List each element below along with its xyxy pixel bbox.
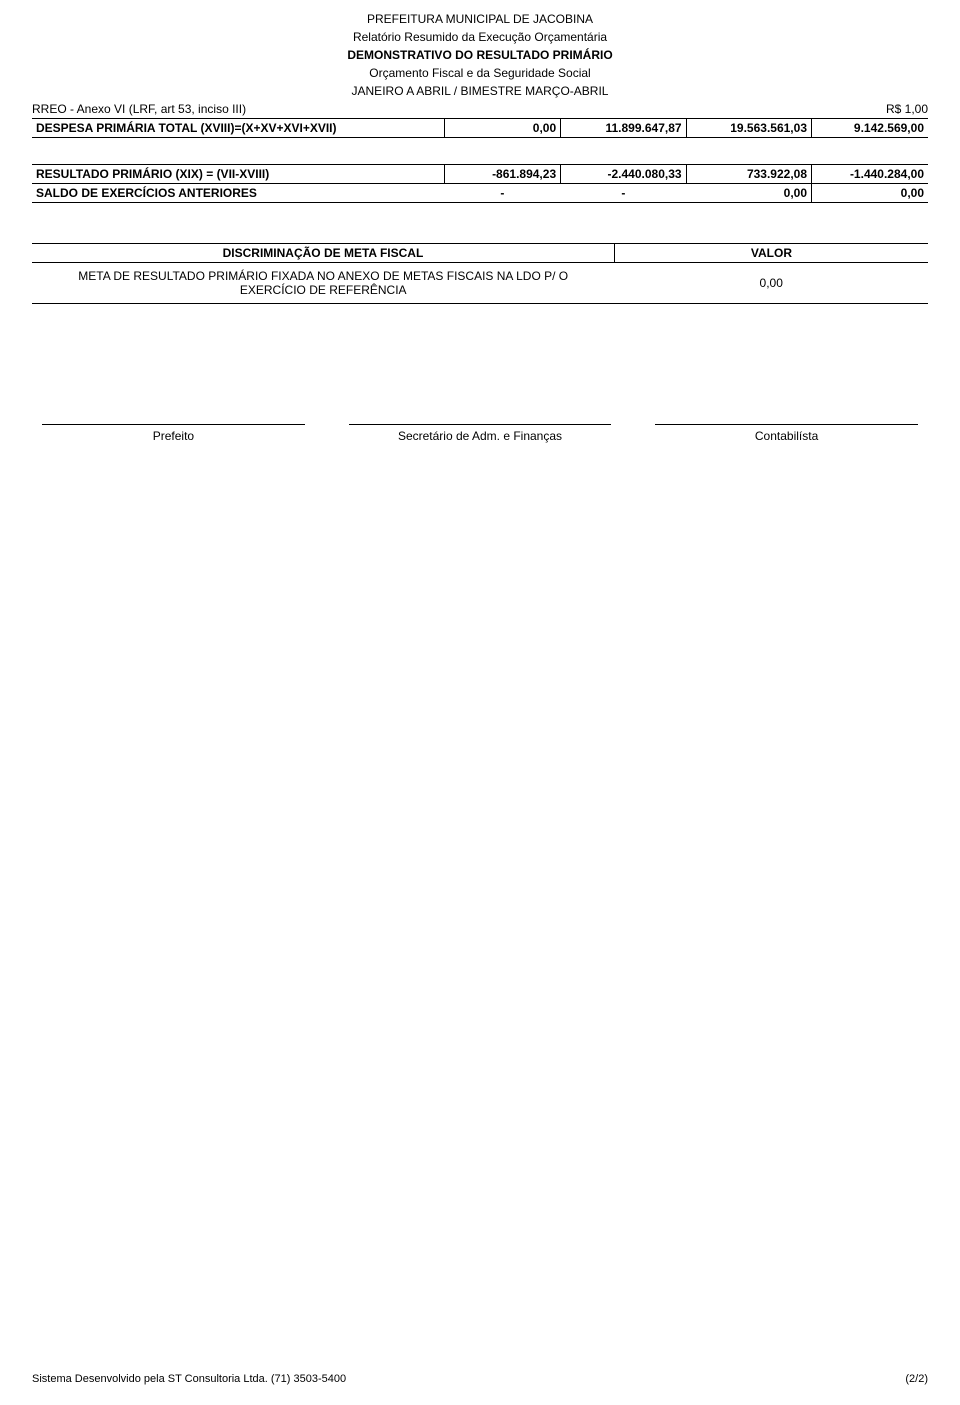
report-header: PREFEITURA MUNICIPAL DE JACOBINA Relatór… [32, 10, 928, 100]
header-title: DEMONSTRATIVO DO RESULTADO PRIMÁRIO [32, 46, 928, 64]
resultado-label: RESULTADO PRIMÁRIO (XIX) = (VII-XVIII) [32, 165, 444, 184]
resultado-table: RESULTADO PRIMÁRIO (XIX) = (VII-XVIII) -… [32, 164, 928, 203]
resultado-v1: -861.894,23 [444, 165, 560, 184]
signature-prefeito: Prefeito [42, 424, 305, 443]
meta-table: DISCRIMINAÇÃO DE META FISCAL VALOR META … [32, 243, 928, 304]
resultado-v3: 733.922,08 [686, 165, 811, 184]
subheader-right: R$ 1,00 [886, 102, 928, 116]
signature-row: Prefeito Secretário de Adm. e Finanças C… [32, 424, 928, 443]
signature-secretario: Secretário de Adm. e Finanças [349, 424, 612, 443]
despesa-label: DESPESA PRIMÁRIA TOTAL (XVIII)=(X+XV+XVI… [32, 119, 444, 138]
saldo-v1: - [444, 184, 560, 203]
subheader-row: RREO - Anexo VI (LRF, art 53, inciso III… [32, 102, 928, 119]
header-budget: Orçamento Fiscal e da Seguridade Social [32, 64, 928, 82]
saldo-v4: 0,00 [812, 184, 929, 203]
meta-header-label: DISCRIMINAÇÃO DE META FISCAL [32, 244, 614, 263]
despesa-v1: 0,00 [444, 119, 560, 138]
page-footer: Sistema Desenvolvido pela ST Consultoria… [32, 1373, 928, 1385]
resultado-v4: -1.440.284,00 [812, 165, 929, 184]
header-report-type: Relatório Resumido da Execução Orçamentá… [32, 28, 928, 46]
saldo-v2: - [561, 184, 686, 203]
meta-row-value: 0,00 [614, 263, 928, 304]
footer-right: (2/2) [905, 1373, 928, 1385]
header-period: JANEIRO A ABRIL / BIMESTRE MARÇO-ABRIL [32, 82, 928, 100]
despesa-v4: 9.142.569,00 [812, 119, 929, 138]
despesa-table: DESPESA PRIMÁRIA TOTAL (XVIII)=(X+XV+XVI… [32, 119, 928, 138]
despesa-v3: 19.563.561,03 [686, 119, 811, 138]
saldo-v3: 0,00 [686, 184, 811, 203]
subheader-left: RREO - Anexo VI (LRF, art 53, inciso III… [32, 102, 246, 116]
meta-row-label: META DE RESULTADO PRIMÁRIO FIXADA NO ANE… [32, 263, 614, 304]
header-municipality: PREFEITURA MUNICIPAL DE JACOBINA [32, 10, 928, 28]
saldo-label: SALDO DE EXERCÍCIOS ANTERIORES [32, 184, 444, 203]
resultado-v2: -2.440.080,33 [561, 165, 686, 184]
despesa-v2: 11.899.647,87 [561, 119, 686, 138]
signature-contabilista: Contabilísta [655, 424, 918, 443]
meta-header-value: VALOR [614, 244, 928, 263]
footer-left: Sistema Desenvolvido pela ST Consultoria… [32, 1373, 346, 1385]
